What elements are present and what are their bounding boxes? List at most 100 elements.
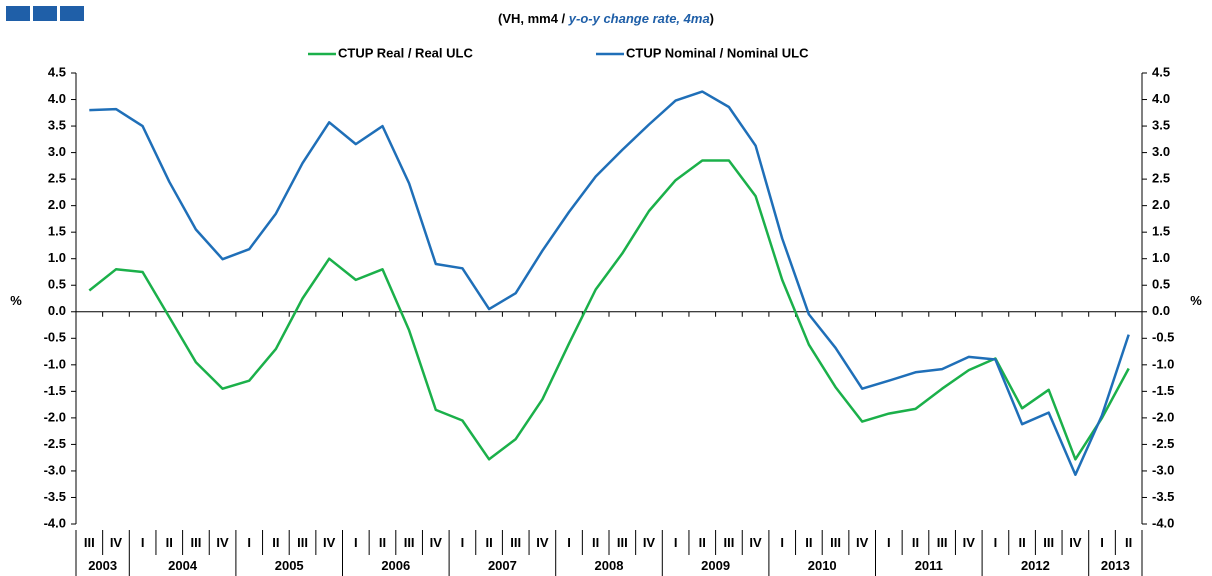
- y2-tick-label: -3.0: [1152, 462, 1174, 477]
- y2-tick-label: -1.5: [1152, 383, 1174, 398]
- y2-tick-label: -2.5: [1152, 436, 1174, 451]
- y2-tick-label: 1.5: [1152, 224, 1170, 239]
- y-tick-label: 1.5: [48, 224, 66, 239]
- logo-block: [33, 6, 57, 21]
- year-label: 2005: [275, 558, 304, 573]
- year-label: 2012: [1021, 558, 1050, 573]
- x-tick-label: IV: [216, 535, 229, 550]
- x-tick-label: I: [247, 535, 251, 550]
- legend-label: CTUP Nominal / Nominal ULC: [626, 45, 809, 60]
- x-tick-label: III: [84, 535, 95, 550]
- title-part: (VH, mm4 /: [497, 11, 569, 26]
- y-tick-label: 4.5: [48, 64, 66, 79]
- x-tick-label: II: [379, 535, 386, 550]
- x-tick-label: II: [485, 535, 492, 550]
- year-label: 2007: [488, 558, 517, 573]
- x-tick-label: IV: [856, 535, 869, 550]
- legend-label: CTUP Real / Real ULC: [338, 45, 473, 60]
- series-line: [88, 159, 1130, 461]
- x-tick-label: II: [1125, 535, 1132, 550]
- y-tick-label: -2.0: [44, 409, 66, 424]
- y2-tick-label: -0.5: [1152, 330, 1174, 345]
- x-tick-label: II: [166, 535, 173, 550]
- x-tick-label: IV: [963, 535, 976, 550]
- x-tick-label: IV: [749, 535, 762, 550]
- x-tick-label: II: [699, 535, 706, 550]
- x-tick-label: II: [912, 535, 919, 550]
- year-label: 2006: [381, 558, 410, 573]
- year-label: 2003: [88, 558, 117, 573]
- y2-axis-label: %: [1190, 293, 1202, 308]
- x-tick-label: I: [141, 535, 145, 550]
- y-tick-label: -4.0: [44, 515, 66, 530]
- year-label: 2013: [1101, 558, 1130, 573]
- y-tick-label: -3.5: [44, 489, 66, 504]
- y-tick-label: -1.0: [44, 356, 66, 371]
- logo-block: [60, 6, 84, 21]
- y2-tick-label: -4.0: [1152, 515, 1174, 530]
- x-tick-label: I: [887, 535, 891, 550]
- series-line: [89, 90, 1130, 476]
- x-tick-label: III: [191, 535, 202, 550]
- x-tick-label: IV: [430, 535, 443, 550]
- y2-tick-label: 0.5: [1152, 277, 1170, 292]
- year-label: 2009: [701, 558, 730, 573]
- x-tick-label: III: [404, 535, 415, 550]
- x-tick-label: IV: [1069, 535, 1082, 550]
- x-tick-label: I: [461, 535, 465, 550]
- title-part: ): [709, 11, 715, 26]
- x-tick-label: III: [297, 535, 308, 550]
- x-tick-label: II: [592, 535, 599, 550]
- y-tick-label: 2.0: [48, 197, 66, 212]
- y-tick-label: 2.5: [48, 171, 66, 186]
- y-tick-label: 3.0: [48, 144, 66, 159]
- y-tick-label: 0.5: [48, 277, 66, 292]
- y2-tick-label: 3.0: [1152, 144, 1170, 159]
- y2-tick-label: 0.0: [1152, 303, 1170, 318]
- x-tick-label: I: [354, 535, 358, 550]
- y2-tick-label: 1.0: [1152, 250, 1170, 265]
- x-tick-label: II: [272, 535, 279, 550]
- x-tick-label: III: [937, 535, 948, 550]
- y2-tick-label: -1.0: [1152, 356, 1174, 371]
- logo-block: [6, 6, 30, 21]
- y-tick-label: -3.0: [44, 462, 66, 477]
- y2-tick-label: 3.5: [1152, 117, 1170, 132]
- x-tick-label: I: [780, 535, 784, 550]
- year-label: 2011: [915, 558, 943, 573]
- x-tick-label: IV: [323, 535, 336, 550]
- y-tick-label: 1.0: [48, 250, 66, 265]
- x-tick-label: I: [994, 535, 998, 550]
- y-tick-label: 0.0: [48, 303, 66, 318]
- x-tick-label: IV: [643, 535, 656, 550]
- year-label: 2008: [595, 558, 624, 573]
- x-tick-label: II: [805, 535, 812, 550]
- y2-tick-label: -2.0: [1152, 409, 1174, 424]
- year-label: 2010: [808, 558, 837, 573]
- y-axis-label: %: [10, 293, 22, 308]
- y-tick-label: 3.5: [48, 117, 66, 132]
- title-part: y-o-y change rate, 4ma: [568, 11, 710, 26]
- x-tick-label: I: [567, 535, 571, 550]
- x-tick-label: I: [674, 535, 678, 550]
- y-tick-label: -1.5: [44, 383, 66, 398]
- y-tick-label: 4.0: [48, 91, 66, 106]
- y2-tick-label: -3.5: [1152, 489, 1174, 504]
- x-tick-label: III: [830, 535, 841, 550]
- x-tick-label: III: [1043, 535, 1054, 550]
- y2-tick-label: 4.5: [1152, 64, 1170, 79]
- x-tick-label: I: [1100, 535, 1104, 550]
- x-tick-label: IV: [536, 535, 549, 550]
- x-tick-label: III: [617, 535, 628, 550]
- y2-tick-label: 2.5: [1152, 171, 1170, 186]
- x-tick-label: II: [1018, 535, 1025, 550]
- x-tick-label: III: [510, 535, 521, 550]
- chart-title: (VH, mm4 / y-o-y change rate, 4ma): [0, 11, 1212, 26]
- x-tick-label: IV: [110, 535, 123, 550]
- y-tick-label: -0.5: [44, 330, 66, 345]
- year-label: 2004: [168, 558, 198, 573]
- y2-tick-label: 4.0: [1152, 91, 1170, 106]
- y2-tick-label: 2.0: [1152, 197, 1170, 212]
